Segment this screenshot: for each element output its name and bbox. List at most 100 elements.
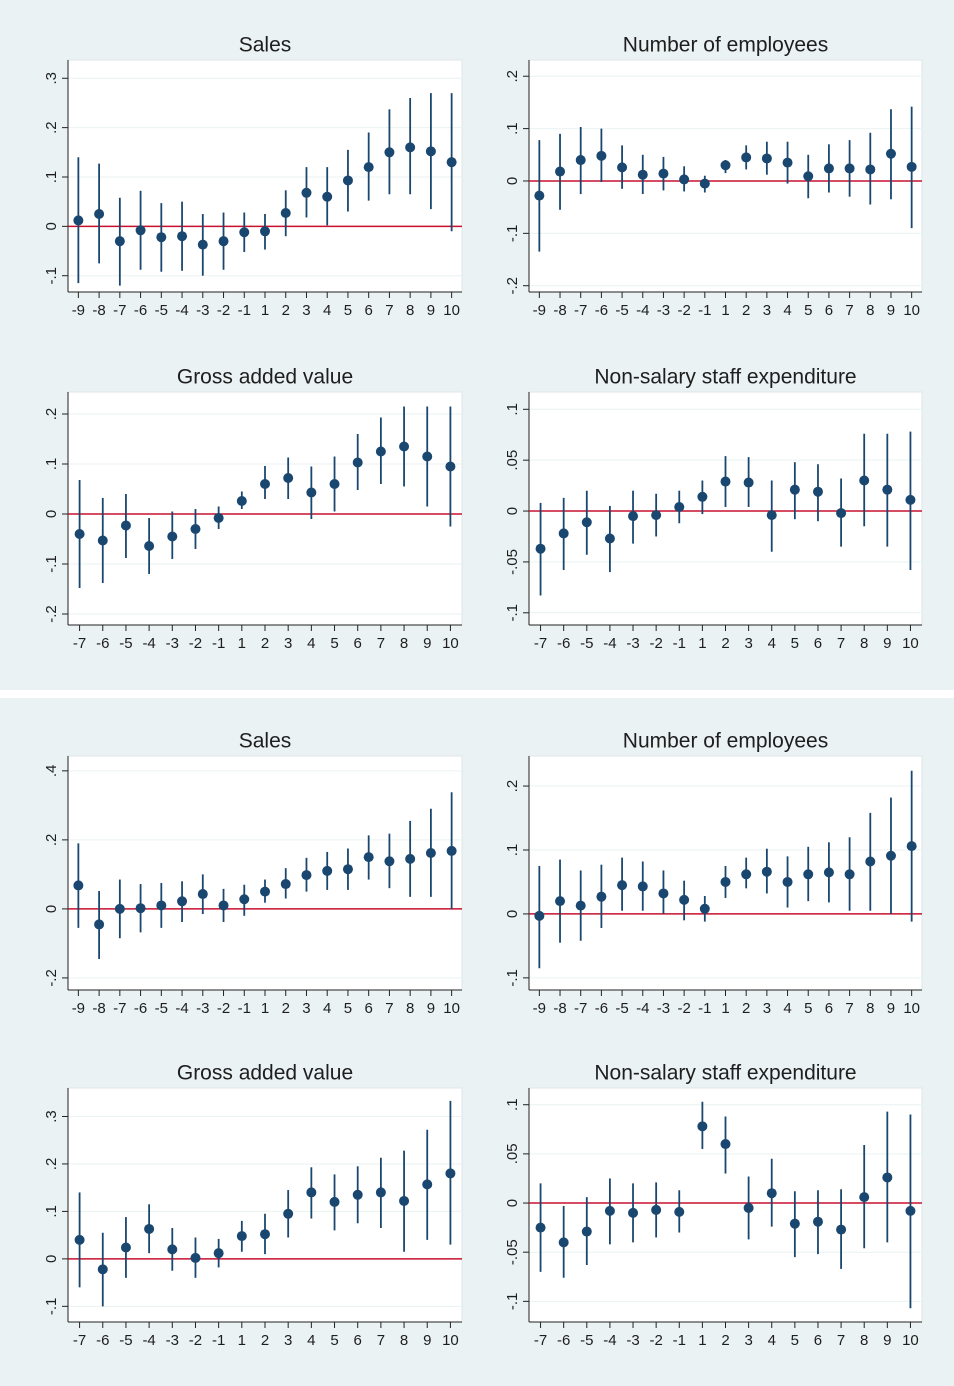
point — [280, 879, 291, 890]
x-tick-label: 7 — [385, 1000, 393, 1017]
y-tick-label: .3 — [43, 1110, 60, 1123]
y-tick-label: .2 — [504, 780, 521, 793]
x-tick-label: 5 — [804, 302, 812, 319]
x-tick-label: 1 — [698, 635, 706, 652]
point — [94, 919, 105, 930]
point — [761, 153, 772, 164]
point — [144, 541, 155, 551]
point — [658, 168, 669, 179]
chart-title: Sales — [239, 730, 292, 753]
point — [301, 187, 312, 198]
point — [604, 533, 615, 544]
x-tick-label: 1 — [721, 302, 729, 319]
y-tick-label: 0 — [43, 222, 60, 230]
point — [329, 1196, 340, 1207]
x-tick-label: -4 — [175, 302, 188, 319]
point — [581, 517, 592, 528]
point — [260, 1229, 270, 1240]
x-tick-label: -1 — [212, 1332, 225, 1349]
x-tick-label: -4 — [636, 1000, 649, 1017]
x-tick-label: 5 — [804, 1000, 812, 1017]
point — [74, 1234, 85, 1245]
point — [637, 169, 648, 180]
x-tick-label: -1 — [698, 302, 711, 319]
point — [651, 1204, 662, 1215]
x-tick-label: 8 — [406, 302, 414, 319]
point — [628, 1207, 639, 1218]
x-tick-label: 2 — [282, 302, 290, 319]
point — [743, 477, 754, 488]
y-tick-label: .1 — [504, 122, 521, 135]
point — [213, 513, 224, 523]
point — [73, 215, 84, 226]
x-tick-label: -2 — [217, 302, 230, 319]
point — [218, 236, 229, 247]
point — [674, 501, 685, 512]
x-tick-label: -3 — [657, 302, 670, 319]
x-tick-label: -1 — [673, 1332, 686, 1349]
point — [144, 1223, 155, 1234]
chart-title: Gross added value — [177, 366, 353, 389]
point — [596, 891, 607, 902]
x-tick-label: 6 — [365, 1000, 373, 1017]
x-tick-label: 9 — [887, 1000, 895, 1017]
y-tick-label: 0 — [43, 510, 60, 518]
point — [190, 524, 201, 534]
point — [844, 163, 855, 174]
point — [239, 227, 250, 238]
x-tick-label: 1 — [698, 1332, 706, 1349]
y-tick-label: .2 — [43, 834, 60, 847]
x-tick-label: -4 — [603, 1332, 616, 1349]
x-tick-label: -5 — [615, 302, 628, 319]
y-tick-label: .1 — [504, 844, 521, 857]
point — [558, 1237, 569, 1248]
x-tick-label: -6 — [96, 635, 109, 652]
x-tick-label: 4 — [768, 1332, 776, 1349]
point — [720, 160, 731, 171]
x-tick-label: -5 — [615, 1000, 628, 1017]
y-tick-label: 0 — [504, 507, 521, 515]
point — [628, 511, 639, 522]
point — [384, 856, 395, 867]
x-tick-label: -4 — [636, 302, 649, 319]
point — [803, 869, 814, 880]
y-tick-label: .05 — [504, 1143, 521, 1164]
point — [823, 163, 834, 174]
y-tick-label: .2 — [43, 1158, 60, 1171]
point — [156, 900, 167, 911]
x-tick-label: 4 — [783, 302, 791, 319]
x-tick-label: -2 — [189, 635, 202, 652]
x-tick-label: 2 — [261, 635, 269, 652]
point — [239, 894, 250, 905]
x-tick-label: 10 — [443, 302, 460, 319]
y-tick-label: .4 — [43, 765, 60, 778]
x-tick-label: -6 — [557, 635, 570, 652]
point — [120, 1242, 131, 1253]
point — [167, 531, 178, 542]
y-tick-label: 0 — [504, 1199, 521, 1207]
chart-title: Sales — [239, 34, 292, 57]
x-tick-label: 10 — [442, 635, 459, 652]
x-tick-label: -5 — [580, 635, 593, 652]
point — [97, 535, 108, 546]
x-tick-label: -9 — [72, 302, 85, 319]
point — [301, 870, 312, 881]
point — [761, 866, 772, 877]
x-tick-label: 2 — [742, 302, 750, 319]
point — [399, 441, 410, 452]
point — [534, 910, 545, 921]
x-tick-label: 9 — [423, 635, 431, 652]
x-tick-label: -3 — [196, 1000, 209, 1017]
point — [535, 1222, 546, 1233]
point — [720, 1139, 731, 1150]
x-tick-label: 5 — [791, 1332, 799, 1349]
point — [575, 155, 586, 166]
x-tick-label: 10 — [443, 1000, 460, 1017]
x-tick-label: 10 — [903, 302, 920, 319]
point — [260, 886, 270, 897]
point — [534, 190, 545, 201]
point — [743, 1202, 754, 1213]
x-tick-label: -8 — [553, 302, 566, 319]
x-tick-label: -7 — [534, 1332, 547, 1349]
y-tick-label: 0 — [504, 910, 521, 918]
